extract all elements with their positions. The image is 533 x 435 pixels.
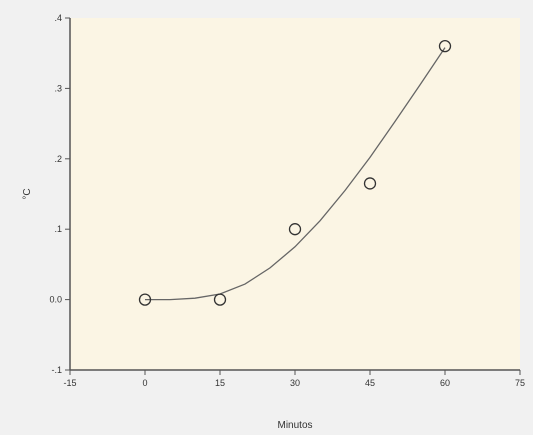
data-point — [363, 177, 377, 190]
x-tick-label: 15 — [215, 378, 225, 388]
x-tick-label: 45 — [365, 378, 375, 388]
y-tick-label: -.1 — [51, 365, 62, 375]
data-point — [288, 223, 302, 236]
y-tick-label: .4 — [54, 13, 62, 23]
y-tick-label: 0.0 — [49, 295, 62, 305]
plot-area — [70, 18, 520, 370]
x-tick-label: -15 — [63, 378, 76, 388]
fit-line — [145, 47, 446, 301]
y-tick-label: .1 — [54, 224, 62, 234]
data-point — [138, 293, 152, 306]
x-tick-label: 60 — [440, 378, 450, 388]
x-axis-ticks: -15 0 15 30 45 60 75 — [63, 370, 525, 388]
y-axis-label: °C — [22, 188, 33, 199]
x-axis-label: Minutos — [277, 420, 312, 431]
data-point — [438, 40, 452, 53]
data-point — [213, 293, 227, 306]
x-tick-label: 30 — [290, 378, 300, 388]
data-points — [138, 40, 452, 306]
x-tick-label: 75 — [515, 378, 525, 388]
y-tick-label: .3 — [54, 83, 62, 93]
x-tick-label: 0 — [142, 378, 147, 388]
y-axis-ticks: -.1 0.0 .1 .2 .3 .4 — [49, 13, 70, 375]
y-tick-label: .2 — [54, 154, 62, 164]
